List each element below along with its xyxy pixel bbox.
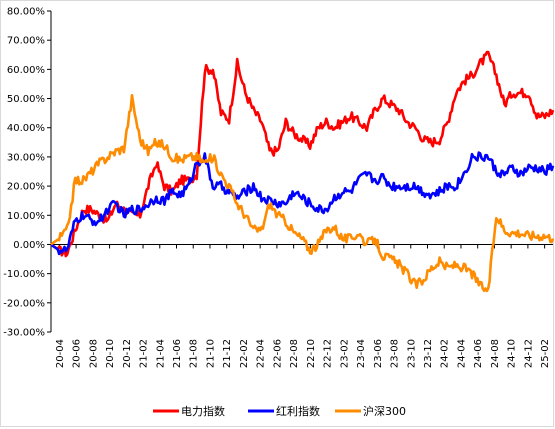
x-tick-label: 21-08 (189, 339, 200, 368)
y-tick-label: -10.00% (3, 269, 45, 280)
x-tick-label: 20-04 (55, 339, 66, 368)
x-tick-label: 22-08 (289, 339, 300, 368)
x-tick-label: 22-02 (239, 339, 250, 368)
y-tick-label: -20.00% (3, 298, 45, 309)
legend-label: 红利指数 (276, 404, 320, 418)
x-tick-label: 22-04 (256, 339, 267, 368)
x-tick-label: 20-08 (88, 339, 99, 368)
x-tick-label: 22-12 (323, 339, 334, 368)
y-tick-label: 60.00% (7, 65, 45, 76)
y-tick-label: 80.00% (7, 7, 45, 18)
x-tick-label: 21-06 (172, 339, 183, 368)
x-tick-label: 23-08 (390, 339, 401, 368)
x-tick-label: 23-02 (339, 339, 350, 368)
x-tick-label: 24-04 (456, 339, 467, 368)
x-tick-label: 24-02 (440, 339, 451, 368)
x-tick-label: 21-02 (139, 339, 150, 368)
y-tick-label: 10.00% (7, 211, 45, 222)
x-tick-label: 21-12 (222, 339, 233, 368)
x-tick-label: 23-04 (356, 339, 367, 368)
y-axis: 80.00% 70.00% 60.00% 50.00% 40.00% 30.00% 20.0… (3, 7, 52, 339)
x-tick-label: 22-06 (272, 339, 283, 368)
x-tick-label: 23-12 (423, 339, 434, 368)
y-tick-label: 70.00% (7, 36, 45, 47)
series-line-1 (50, 151, 555, 256)
y-tick-label: 50.00% (7, 94, 45, 105)
x-tick-label: 23-10 (406, 339, 417, 368)
x-tick-label: 22-10 (306, 339, 317, 368)
legend-label: 沪深300 (363, 404, 406, 418)
x-tick-label: 23-06 (373, 339, 384, 368)
x-tick-label: 24-06 (473, 339, 484, 368)
x-tick-label: 20-12 (122, 339, 133, 368)
x-tick-label: 21-10 (205, 339, 216, 368)
series-line-2 (50, 94, 555, 293)
x-tick-label: 24-08 (490, 339, 501, 368)
y-tick-label: -30.00% (3, 328, 45, 339)
y-tick-label: 40.00% (7, 123, 45, 134)
y-tick-label: 0.00% (13, 240, 45, 251)
legend: 电力指数 红利指数 沪深300 (153, 404, 406, 418)
x-axis: 20-04 20-06 20-08 20-10 20-12 21-02 21-04 21-06… (51, 243, 553, 368)
x-tick-label: 24-12 (523, 339, 534, 368)
x-tick-label: 20-06 (72, 339, 83, 368)
y-tick-label: 20.00% (7, 182, 45, 193)
y-tick-label: 30.00% (7, 152, 45, 163)
x-tick-label: 24-10 (507, 339, 518, 368)
series-lines (50, 50, 555, 293)
x-tick-label: 25-02 (540, 339, 551, 368)
x-tick-label: 20-10 (105, 339, 116, 368)
legend-label: 电力指数 (181, 404, 225, 418)
x-tick-label: 21-04 (155, 339, 166, 368)
